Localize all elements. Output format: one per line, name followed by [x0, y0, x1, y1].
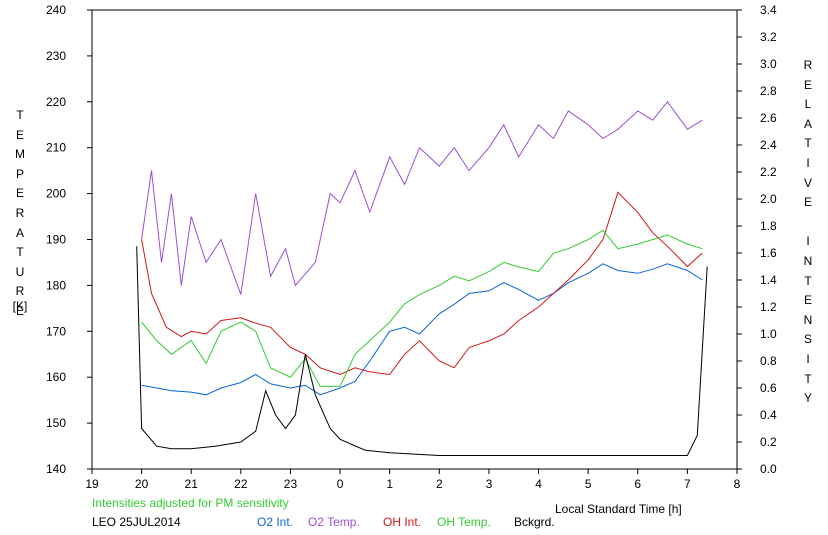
axis-label-letter: R	[803, 58, 813, 72]
right-y-tick-label: 0.4	[760, 408, 777, 422]
axis-label-letter: A	[803, 116, 812, 131]
plot-frame	[91, 9, 738, 470]
axis-label-letter: I	[806, 351, 810, 366]
axis-label-letter: T	[804, 371, 812, 386]
legend-o2-int: O2 Int.	[257, 515, 294, 529]
x-tick-label: 6	[634, 477, 641, 491]
right-y-tick-label: 2.6	[760, 111, 777, 125]
axis-label-letter: S	[803, 332, 812, 347]
axis-label-letter: I	[806, 155, 810, 170]
right-y-tick-label: 0.2	[760, 435, 777, 449]
x-tick-label: 3	[486, 477, 493, 491]
axis-label-letter	[798, 213, 818, 233]
right-y-tick-label: 2.4	[760, 138, 777, 152]
series-bckgrd-line	[136, 246, 708, 456]
right-y-tick-label: 1.2	[760, 300, 777, 314]
series-oh-temp-line	[141, 229, 703, 387]
axis-label-letter: T	[804, 136, 812, 151]
x-axis-label: Local Standard Time [h]	[555, 502, 682, 516]
left-y-tick-label: 190	[46, 233, 66, 247]
x-tick-label: 5	[585, 477, 592, 491]
right-y-tick-label: 0.0	[760, 462, 777, 476]
x-tick-label: 7	[684, 477, 691, 491]
axis-label-letter: T	[804, 273, 812, 288]
x-tick-label: 20	[135, 477, 149, 491]
x-tick-label: 23	[284, 477, 298, 491]
x-tick-label: 1	[386, 477, 393, 491]
axis-label-letter: E	[15, 127, 24, 142]
left-y-tick-label: 220	[46, 95, 66, 109]
left-y-tick-label: 140	[46, 462, 66, 476]
left-y-tick-label: 150	[46, 416, 66, 430]
left-axis-unit: [K]	[12, 299, 28, 313]
right-y-tick-label: 2.8	[760, 84, 777, 98]
left-y-tick-label: 230	[46, 49, 66, 63]
series-o2-temp-line	[141, 100, 703, 295]
station-label: LEO 25JUL2014	[92, 515, 181, 529]
right-y-tick-label: 0.6	[760, 381, 777, 395]
left-y-tick-label: 170	[46, 324, 66, 338]
right-y-tick-label: 1.6	[760, 246, 777, 260]
series-oh-int-line	[141, 191, 703, 376]
right-y-tick-label: 2.2	[760, 165, 777, 179]
axis-label-letter: T	[16, 108, 24, 122]
series-o2-int-line	[141, 263, 703, 396]
x-tick-label: 0	[337, 477, 344, 491]
left-y-tick-label: 160	[46, 370, 66, 384]
axis-label-letter: P	[15, 166, 24, 181]
right-y-tick-label: 2.0	[760, 192, 777, 206]
axis-label-letter: V	[803, 175, 812, 190]
right-y-tick-label: 3.0	[760, 57, 777, 71]
legend-bckgrd: Bckgrd.	[514, 515, 555, 529]
legend-oh-temp: OH Temp.	[437, 515, 491, 529]
right-y-tick-label: 0.8	[760, 354, 777, 368]
x-tick-label: 2	[436, 477, 443, 491]
left-y-tick-label: 200	[46, 187, 66, 201]
axis-label-letter: N	[803, 312, 813, 327]
axis-label-letter: Y	[803, 391, 812, 406]
legend-o2-temp: O2 Temp.	[308, 515, 360, 529]
axis-label-letter: U	[15, 264, 25, 279]
axis-label-letter: E	[15, 303, 24, 318]
axis-label-letter: N	[803, 253, 813, 268]
left-y-tick-label: 240	[46, 3, 66, 17]
right-y-tick-label: 1.4	[760, 273, 777, 287]
legend-oh-int: OH Int.	[383, 515, 422, 529]
axis-label-letter: E	[803, 77, 812, 92]
left-y-tick-label: 210	[46, 141, 66, 155]
x-tick-label: 4	[535, 477, 542, 491]
axis-label-letter: A	[15, 225, 24, 240]
right-y-tick-label: 1.0	[760, 327, 777, 341]
x-tick-label: 19	[85, 477, 99, 491]
axis-label-letter: E	[803, 293, 812, 308]
left-y-tick-label: 180	[46, 278, 66, 292]
x-tick-label: 21	[185, 477, 199, 491]
axis-label-letter: R	[15, 205, 25, 220]
sensitivity-note: Intensities adjusted for PM sensitivity	[92, 496, 289, 510]
x-tick-label: 22	[234, 477, 248, 491]
right-y-tick-label: 3.4	[760, 3, 777, 17]
x-tick-label: 8	[734, 477, 741, 491]
axis-label-letter: E	[803, 195, 812, 210]
axis-label-letter: R	[15, 284, 25, 299]
right-y-tick-label: 1.8	[760, 219, 777, 233]
axis-label-letter: T	[16, 245, 24, 260]
axis-label-letter: M	[15, 147, 25, 162]
axis-label-letter: I	[806, 234, 810, 249]
axis-label-letter: L	[804, 97, 812, 112]
axis-label-letter: E	[15, 186, 24, 201]
right-y-tick-label: 3.2	[760, 30, 777, 44]
